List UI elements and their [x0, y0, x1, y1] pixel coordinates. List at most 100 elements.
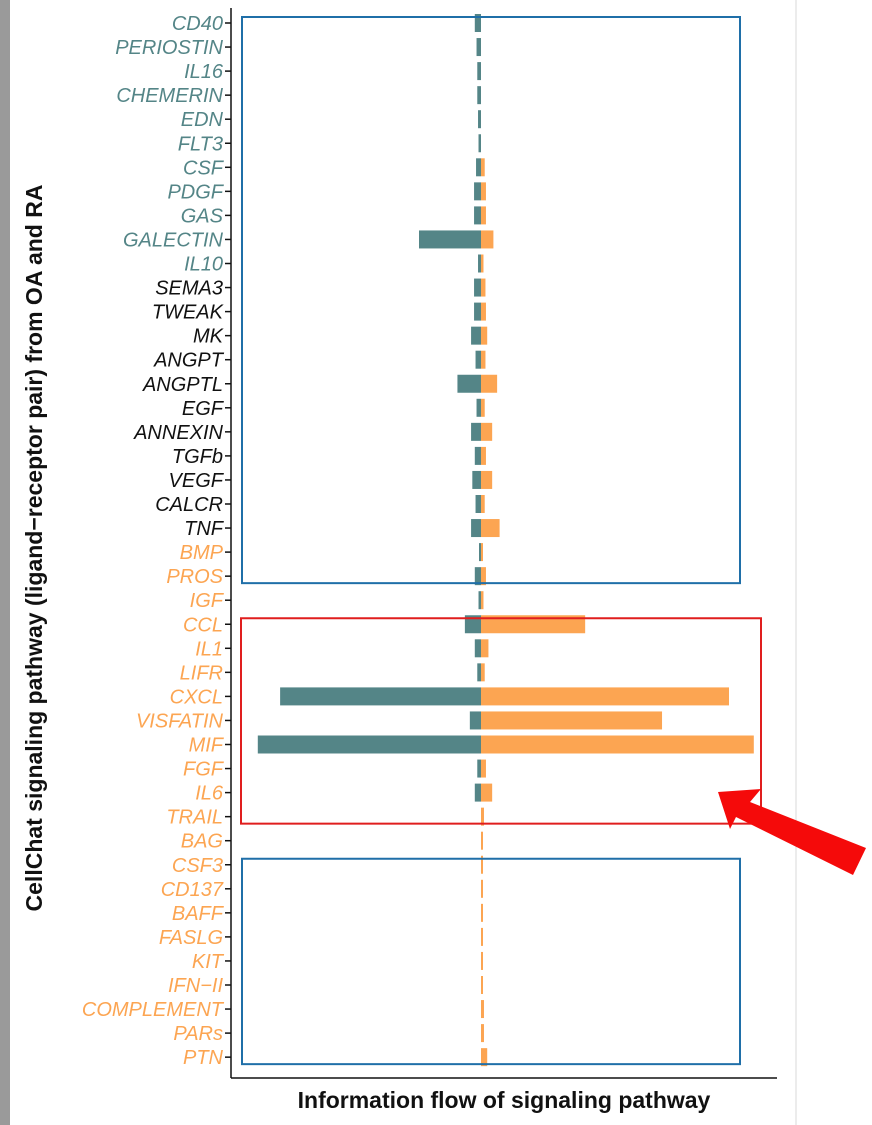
- bar-oa-calcr: [475, 495, 481, 513]
- y-tick-label: PTN: [183, 1047, 224, 1069]
- y-tick-label: IL1: [195, 638, 223, 660]
- bar-ra-gas: [481, 206, 486, 225]
- y-tick-label: FGF: [183, 759, 225, 781]
- bar-ra-pdgf: [481, 182, 486, 201]
- bars: [257, 14, 754, 1067]
- y-tick-labels: CD40PERIOSTINIL16CHEMERINEDNFLT3CSFPDGFG…: [82, 13, 225, 1069]
- bar-oa-pdgf: [474, 182, 481, 201]
- bar-ra-angptl: [481, 374, 498, 393]
- y-tick-label: IL10: [184, 254, 223, 276]
- bar-oa-mk: [471, 326, 481, 345]
- y-tick-label: TWEAK: [152, 302, 225, 324]
- y-tick-label: IFN−II: [168, 975, 223, 997]
- bar-ra-csf3: [481, 855, 483, 874]
- y-tick-label: CALCR: [155, 494, 223, 516]
- y-tick-label: CD137: [161, 879, 224, 901]
- bar-ra-fgf: [481, 759, 486, 778]
- y-tick-label: CD40: [172, 13, 223, 35]
- bar-oa-il10: [478, 254, 481, 273]
- y-tick-label: MIF: [189, 735, 225, 757]
- y-tick-label: VEGF: [169, 470, 225, 492]
- bar-oa-fgf: [477, 759, 481, 778]
- bar-oa-il16: [477, 62, 481, 81]
- bar-oa-periostin: [476, 38, 481, 57]
- bar-ra-ptn: [481, 1048, 488, 1067]
- y-tick-label: VISFATIN: [136, 710, 224, 732]
- bar-ra-csf: [481, 158, 485, 177]
- bar-oa-chemerin: [477, 86, 481, 105]
- y-tick-label: TRAIL: [166, 807, 223, 829]
- highlight-box-2: [240, 617, 762, 825]
- y-tick-label: GALECTIN: [123, 229, 224, 251]
- bar-oa-galectin: [419, 230, 481, 249]
- bar-ra-pros: [481, 567, 486, 586]
- y-tick-label: PDGF: [167, 181, 224, 203]
- y-tick-label: PROS: [166, 566, 223, 588]
- y-tick-label: MK: [193, 326, 225, 348]
- bar-ra-visfatin: [481, 711, 663, 730]
- y-tick-label: TGFb: [172, 446, 223, 468]
- bar-oa-pros: [474, 567, 481, 586]
- bar-oa-egf: [476, 398, 481, 417]
- y-tick-label: CSF: [183, 157, 225, 179]
- bar-ra-calcr: [481, 495, 485, 513]
- bar-ra-faslg: [481, 927, 483, 946]
- bar-oa-angpt: [475, 350, 481, 369]
- bar-oa-cxcl: [280, 687, 481, 706]
- y-tick-label: CHEMERIN: [116, 85, 223, 107]
- y-tick-label: FLT3: [178, 133, 223, 155]
- y-tick-label: LIFR: [180, 662, 223, 684]
- y-tick-label: EDN: [181, 109, 224, 131]
- y-tick-label: IGF: [190, 590, 225, 612]
- bar-ra-il10: [481, 254, 484, 273]
- bar-oa-csf: [476, 158, 481, 177]
- bar-oa-gas: [474, 206, 481, 225]
- y-tick-label: BAFF: [172, 903, 225, 925]
- bar-ra-egf: [481, 398, 485, 417]
- bar-oa-igf: [478, 591, 481, 610]
- y-ticks: [225, 22, 231, 1058]
- bar-ra-igf: [481, 591, 484, 610]
- bar-ra-cxcl: [481, 687, 729, 706]
- y-tick-label: CSF3: [172, 855, 223, 877]
- bar-ra-pars: [481, 1024, 484, 1043]
- bar-oa-il6: [474, 783, 481, 802]
- bar-ra-tgfb: [481, 446, 486, 465]
- y-tick-label: ANNEXIN: [133, 422, 223, 444]
- y-tick-label: IL6: [195, 783, 224, 805]
- highlight-box-1: [241, 16, 741, 585]
- bar-ra-complement: [481, 1000, 484, 1019]
- bar-ra-lifr: [481, 663, 485, 682]
- highlight-boxes: [240, 16, 762, 1066]
- bar-ra-tnf: [481, 519, 500, 538]
- bar-ra-angpt: [481, 350, 486, 369]
- y-tick-label: IL16: [184, 61, 224, 83]
- y-tick-label: PARs: [173, 1023, 223, 1045]
- bar-ra-bmp: [481, 543, 483, 562]
- bar-oa-tnf: [471, 519, 481, 538]
- bar-oa-tgfb: [474, 446, 481, 465]
- bar-oa-visfatin: [469, 711, 481, 730]
- x-axis-title: Information flow of signaling pathway: [298, 1087, 711, 1113]
- y-tick-label: GAS: [181, 205, 224, 227]
- y-tick-label: ANGPTL: [142, 374, 223, 396]
- bar-ra-vegf: [481, 470, 493, 489]
- bar-ra-galectin: [481, 230, 494, 249]
- y-axis-title: CellChat signaling pathway (ligand−recep…: [21, 185, 47, 912]
- bar-oa-sema3: [474, 278, 481, 297]
- bar-ra-kit: [481, 951, 483, 970]
- bar-ra-sema3: [481, 278, 486, 297]
- y-tick-label: PERIOSTIN: [115, 37, 223, 59]
- y-tick-label: COMPLEMENT: [82, 999, 225, 1021]
- left-edge-bar: [0, 0, 10, 1125]
- bar-oa-il1: [474, 639, 481, 658]
- bar-oa-flt3: [478, 134, 481, 153]
- bar-oa-tweak: [474, 302, 481, 321]
- bar-ra-tweak: [481, 302, 486, 321]
- bar-ra-baff: [481, 903, 483, 922]
- annotation-arrow: [718, 789, 866, 875]
- bar-oa-edn: [478, 110, 481, 129]
- y-tick-label: TNF: [184, 518, 225, 540]
